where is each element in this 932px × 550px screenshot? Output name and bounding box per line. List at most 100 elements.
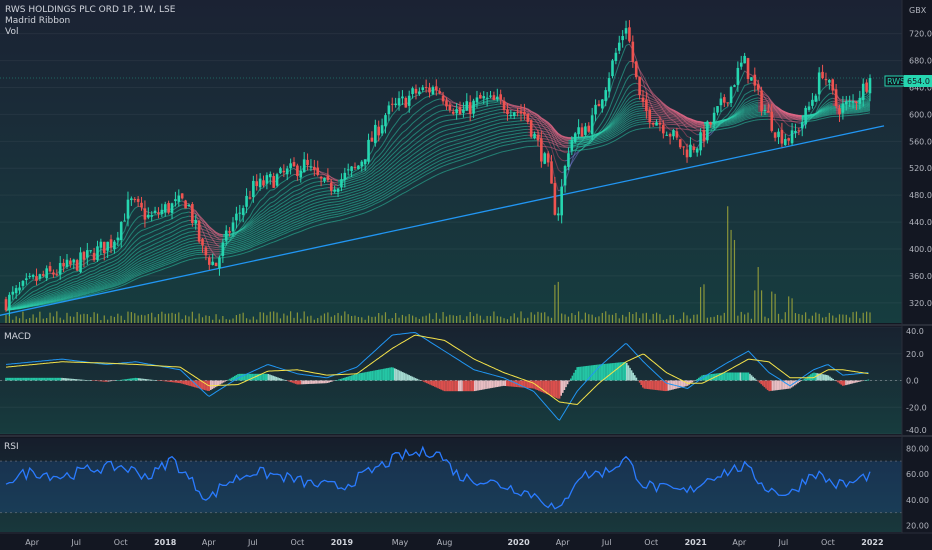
ribbon-segment [144, 242, 149, 246]
volume-bar [479, 315, 481, 323]
ribbon-segment [243, 245, 247, 248]
ribbon-segment [429, 149, 434, 153]
ribbon-segment [215, 238, 220, 241]
ribbon-segment [408, 179, 413, 183]
ribbon-segment [490, 127, 495, 130]
ribbon-segment [737, 113, 742, 117]
ribbon-segment [419, 169, 424, 173]
ribbon-segment [131, 260, 136, 265]
ribbon-segment [439, 125, 444, 129]
ribbon-segment [158, 266, 163, 269]
ribbon-segment [280, 231, 285, 234]
ribbon-segment [463, 128, 467, 131]
ribbon-segment [70, 286, 74, 289]
ribbon-segment [286, 204, 291, 208]
ribbon-segment [114, 276, 118, 280]
ribbon-segment [717, 124, 722, 127]
volume-bar [171, 312, 173, 323]
ribbon-segment [487, 107, 491, 110]
ribbon-segment [358, 199, 362, 202]
ribbon-segment [273, 186, 278, 191]
ribbon-segment [259, 212, 264, 216]
ribbon-segment [26, 301, 30, 304]
ribbon-segment [419, 114, 424, 119]
ribbon-segment [320, 200, 325, 203]
volume-bar [672, 314, 675, 323]
ribbon-segment [412, 152, 417, 156]
ribbon-segment [324, 215, 329, 218]
ribbon-segment [500, 138, 505, 141]
volume-bar [361, 317, 363, 323]
ribbon-segment [246, 250, 251, 253]
ribbon-segment [412, 112, 417, 116]
ribbon-segment [137, 235, 142, 240]
ribbon-segment [754, 105, 759, 108]
ribbon-segment [26, 293, 31, 298]
ribbon-segment [202, 220, 207, 224]
ribbon-segment [175, 214, 180, 218]
ribbon-segment [310, 202, 315, 206]
volume-bar [357, 316, 359, 323]
ribbon-segment [293, 179, 298, 182]
ribbon-segment [280, 216, 285, 220]
ribbon-segment [595, 135, 600, 138]
ribbon-segment [486, 149, 491, 152]
ribbon-segment [168, 262, 173, 265]
ribbon-segment [56, 297, 61, 300]
volume-bar [510, 316, 512, 323]
ribbon-segment [625, 124, 630, 128]
ribbon-segment [344, 195, 349, 198]
ribbon-segment [395, 147, 400, 152]
ribbon-segment [544, 124, 549, 127]
ribbon-segment [77, 294, 81, 297]
ribbon-segment [388, 182, 393, 186]
ribbon-segment [49, 290, 54, 293]
ribbon-segment [361, 190, 366, 193]
ribbon-segment [659, 100, 664, 104]
ribbon-segment [391, 170, 396, 175]
ribbon-segment [236, 230, 240, 233]
volume-bar [52, 316, 55, 323]
ribbon-segment [825, 107, 830, 110]
volume-bar [8, 314, 10, 323]
ribbon-segment [618, 121, 623, 125]
ribbon-segment [690, 118, 694, 121]
ribbon-segment [344, 198, 349, 201]
ribbon-segment [829, 111, 833, 114]
ribbon-segment [480, 127, 484, 130]
ribbon-segment [378, 197, 383, 201]
ribbon-segment [670, 112, 674, 115]
ribbon-segment [398, 175, 403, 180]
ribbon-segment [215, 240, 220, 243]
ribbon-segment [344, 178, 349, 181]
ribbon-segment [537, 121, 542, 125]
volume-bar [215, 314, 217, 323]
ribbon-segment [459, 148, 464, 151]
volume-bar [689, 318, 692, 323]
ribbon-segment [39, 292, 44, 295]
ribbon-segment [432, 99, 437, 102]
ribbon-segment [490, 120, 495, 123]
ribbon-segment [80, 290, 85, 292]
ribbon-segment [141, 267, 146, 270]
ribbon-segment [497, 125, 501, 128]
ribbon-segment [127, 263, 132, 267]
ribbon-segment [188, 250, 193, 253]
ribbon-segment [341, 191, 345, 194]
ribbon-segment [358, 178, 362, 181]
ribbon-segment [503, 144, 508, 146]
ribbon-segment [229, 232, 234, 235]
ribbon-segment [344, 190, 349, 193]
ribbon-segment [76, 281, 81, 285]
ribbon-segment [192, 242, 196, 245]
ribbon-segment [561, 136, 566, 139]
volume-bar [168, 313, 170, 323]
ribbon-segment [605, 137, 610, 140]
ribbon-segment [171, 233, 176, 237]
ribbon-segment [740, 85, 746, 93]
ribbon-segment [601, 103, 607, 111]
ribbon-segment [402, 141, 407, 146]
ribbon-segment [144, 267, 149, 271]
ribbon-segment [608, 125, 613, 129]
ribbon-segment [256, 233, 261, 236]
